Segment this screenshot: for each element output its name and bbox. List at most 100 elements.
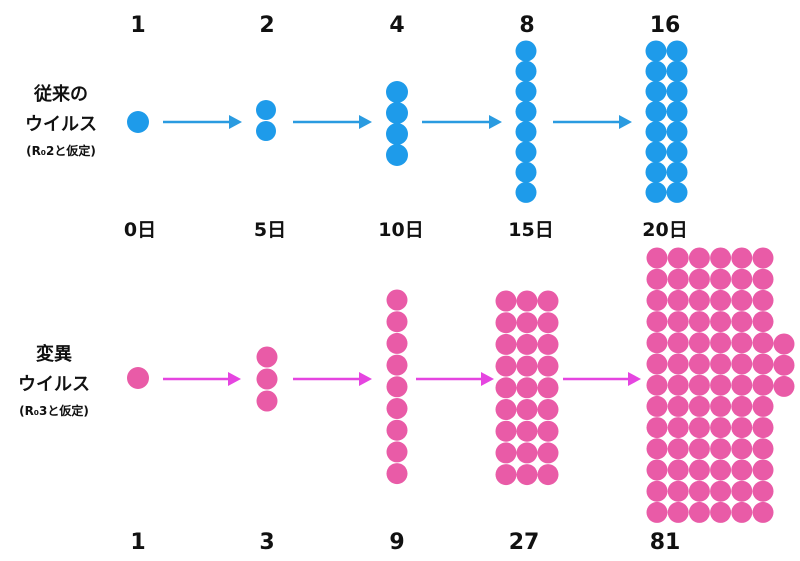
virus-dot <box>646 438 668 460</box>
virus-dot <box>645 161 667 183</box>
arrow-head <box>619 115 632 129</box>
virus-dot <box>256 368 278 390</box>
virus-dot <box>516 420 538 442</box>
virus-dot <box>495 464 517 486</box>
count-conventional-4: 16 <box>649 13 681 38</box>
virus-dot <box>537 420 559 442</box>
virus-dot <box>516 355 538 377</box>
virus-dot <box>731 289 753 311</box>
virus-dot <box>752 289 774 311</box>
virus-dot <box>666 40 688 62</box>
virus-dot <box>688 459 710 481</box>
row-label-variant: 変異 ウイルス (R₀3と仮定) <box>18 340 90 422</box>
virus-dot <box>515 80 537 102</box>
virus-dot <box>710 353 732 375</box>
virus-dot <box>752 501 774 523</box>
virus-dot <box>688 311 710 333</box>
virus-dot <box>667 501 689 523</box>
virus-dot <box>667 268 689 290</box>
virus-dot <box>516 399 538 420</box>
row-label-line-2: ウイルス <box>18 374 90 395</box>
virus-dot <box>667 374 689 396</box>
virus-dot <box>256 346 278 368</box>
virus-dot <box>537 464 559 486</box>
virus-dot <box>710 417 732 439</box>
virus-dot <box>752 395 774 417</box>
virus-dot <box>731 459 753 481</box>
row-label-conventional: 従来の ウイルス (R₀2と仮定) <box>25 80 97 162</box>
day-label-3: 15日 <box>508 219 554 241</box>
row-label-line-1: 従来の <box>34 84 88 105</box>
virus-dot <box>688 247 710 269</box>
virus-dot <box>537 290 559 312</box>
virus-dot <box>710 501 732 523</box>
count-variant-2: 9 <box>389 530 405 555</box>
virus-dot <box>645 60 667 82</box>
virus-dot <box>646 480 668 502</box>
virus-dot <box>731 311 753 333</box>
virus-dot <box>645 121 667 143</box>
row-label-line-1: 変異 <box>36 344 72 365</box>
virus-dot <box>516 333 538 355</box>
virus-dot <box>516 290 538 312</box>
virus-dot <box>515 60 537 82</box>
virus-dot <box>646 395 668 417</box>
virus-dot <box>688 332 710 354</box>
virus-dot <box>386 398 408 419</box>
virus-dot <box>515 101 537 123</box>
virus-dot <box>710 332 732 354</box>
virus-dot <box>752 332 774 354</box>
virus-dot <box>710 268 732 290</box>
virus-dot <box>645 80 667 102</box>
count-variant-4: 81 <box>649 530 681 555</box>
row-label-line-2: ウイルス <box>25 114 97 135</box>
count-conventional-1: 2 <box>259 13 275 38</box>
virus-dot <box>495 312 517 334</box>
virus-dot <box>667 332 689 354</box>
arrow-head <box>481 372 494 386</box>
virus-dot <box>537 333 559 355</box>
virus-dot <box>386 102 408 124</box>
virus-dot <box>516 312 538 334</box>
count-variant-3: 27 <box>508 530 540 555</box>
virus-dot <box>667 459 689 481</box>
virus-dot <box>710 289 732 311</box>
virus-dot <box>731 332 753 354</box>
virus-dot <box>515 181 537 203</box>
virus-dot <box>646 459 668 481</box>
virus-dot <box>710 374 732 396</box>
virus-dot <box>710 247 732 269</box>
virus-dot <box>386 441 408 463</box>
virus-dot <box>495 377 517 399</box>
virus-dot <box>256 390 278 412</box>
virus-dot <box>386 419 408 441</box>
virus-dot <box>666 181 688 203</box>
virus-dot <box>667 417 689 439</box>
virus-dot <box>646 289 668 311</box>
virus-dot <box>515 141 537 163</box>
virus-dot <box>386 354 408 376</box>
virus-dot <box>666 161 688 183</box>
virus-dot <box>646 332 668 354</box>
day-label-1: 5日 <box>253 219 287 241</box>
virus-dot <box>515 161 537 183</box>
virus-dot <box>773 354 795 376</box>
count-conventional-3: 8 <box>519 13 535 38</box>
virus-dot <box>516 377 538 399</box>
virus-dot <box>537 355 559 377</box>
virus-dot <box>645 40 667 62</box>
virus-dot <box>667 480 689 502</box>
virus-dot <box>731 374 753 396</box>
virus-dot <box>666 141 688 163</box>
virus-dot <box>495 333 517 355</box>
virus-dot <box>646 417 668 439</box>
virus-dot <box>515 40 537 62</box>
virus-dot <box>386 144 408 166</box>
virus-dot <box>495 399 517 420</box>
arrow-head <box>228 372 241 386</box>
virus-dot <box>495 442 517 464</box>
virus-dot <box>667 289 689 311</box>
virus-dot <box>646 501 668 523</box>
virus-dot <box>666 60 688 82</box>
